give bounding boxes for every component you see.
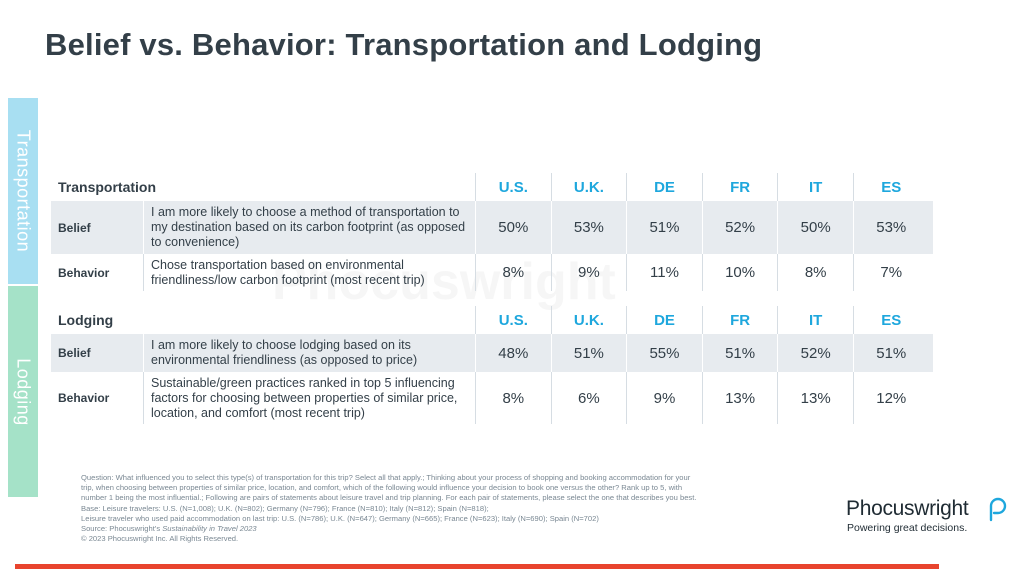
value-it: 8% [777, 254, 853, 291]
bottom-accent-bar [15, 564, 939, 569]
row-statement: I am more likely to choose a method of t… [143, 201, 475, 254]
row-statement: Chose transportation based on environmen… [143, 254, 475, 291]
value-es: 7% [852, 254, 929, 291]
value-de: 9% [626, 372, 702, 424]
footnote-source: Source: Phocuswright's Sustainability in… [81, 524, 796, 534]
logo-mark-icon [989, 497, 1007, 522]
value-uk: 51% [550, 334, 627, 372]
lodging-table: Lodging U.S. U.K. DE FR IT ES Belief I a… [51, 306, 933, 424]
column-header-de: DE [626, 173, 702, 201]
column-header-uk: U.K. [550, 173, 627, 201]
column-header-us: U.S. [475, 306, 551, 334]
transportation-table: Transportation U.S. U.K. DE FR IT ES Bel… [51, 173, 933, 291]
value-de: 51% [626, 201, 702, 254]
value-es: 12% [852, 372, 929, 424]
footnote-line: trip, when choosing between properties o… [81, 483, 683, 493]
lodging-side-tab: Lodging [8, 286, 38, 497]
footnote: Question: What influenced you to select … [81, 473, 796, 544]
value-fr: 51% [701, 334, 778, 372]
value-uk: 9% [550, 254, 627, 291]
column-header-uk: U.K. [550, 306, 627, 334]
transportation-side-tab: Transportation [8, 98, 38, 284]
transportation-side-label: Transportation [13, 129, 34, 253]
lodging-heading: Lodging [58, 312, 114, 328]
column-header-es: ES [852, 306, 929, 334]
row-statement: I am more likely to choose lodging based… [143, 334, 475, 372]
row-statement: Sustainable/green practices ranked in to… [143, 372, 475, 424]
value-it: 13% [777, 372, 853, 424]
footnote-line: Base: Leisure travelers: U.S. (N=1,008);… [81, 503, 489, 513]
footnote-line: Question: What influenced you to select … [81, 473, 691, 482]
transportation-heading: Transportation [58, 179, 157, 195]
value-us: 8% [475, 372, 551, 424]
value-de: 11% [626, 254, 702, 291]
value-fr: 52% [701, 201, 778, 254]
value-uk: 6% [550, 372, 627, 424]
value-us: 48% [475, 334, 551, 372]
transportation-belief-row: Belief I am more likely to choose a meth… [51, 201, 933, 254]
column-header-fr: FR [701, 173, 778, 201]
value-es: 51% [852, 334, 929, 372]
value-it: 50% [777, 201, 853, 254]
source-title: Sustainability in Travel 2023 [162, 524, 257, 534]
phocuswright-logo: Phocuswright Powering great decisions. [846, 497, 1007, 534]
column-header-de: DE [626, 306, 702, 334]
source-prefix: Source: Phocuswright's [81, 524, 163, 534]
value-us: 50% [475, 201, 551, 254]
footnote-line: number 1 being the most influential.; Fo… [81, 493, 697, 503]
row-label: Belief [58, 346, 91, 360]
footnote-line: Leisure traveler who used paid accommoda… [81, 513, 599, 523]
lodging-header-row: Lodging U.S. U.K. DE FR IT ES [51, 306, 933, 334]
value-fr: 10% [701, 254, 778, 291]
column-header-it: IT [777, 306, 853, 334]
value-us: 8% [475, 254, 551, 291]
lodging-behavior-row: Behavior Sustainable/green practices ran… [51, 372, 933, 424]
lodging-belief-row: Belief I am more likely to choose lodgin… [51, 334, 933, 372]
column-header-it: IT [777, 173, 853, 201]
lodging-side-label: Lodging [13, 357, 34, 426]
transportation-header-row: Transportation U.S. U.K. DE FR IT ES [51, 173, 933, 201]
footnote-copyright: © 2023 Phocuswright Inc. All Rights Rese… [81, 534, 239, 544]
value-it: 52% [777, 334, 853, 372]
row-label: Belief [58, 220, 91, 235]
page-title: Belief vs. Behavior: Transportation and … [45, 27, 763, 62]
column-header-es: ES [852, 173, 929, 201]
value-uk: 53% [550, 201, 627, 254]
transportation-behavior-row: Behavior Chose transportation based on e… [51, 254, 933, 291]
row-label: Behavior [58, 391, 110, 405]
logo-name: Phocuswright [846, 497, 969, 520]
value-fr: 13% [701, 372, 778, 424]
value-es: 53% [852, 201, 929, 254]
logo-tagline: Powering great decisions. [847, 522, 968, 534]
row-label: Behavior [58, 265, 110, 280]
column-header-fr: FR [701, 306, 778, 334]
column-header-us: U.S. [475, 173, 551, 201]
value-de: 55% [626, 334, 702, 372]
